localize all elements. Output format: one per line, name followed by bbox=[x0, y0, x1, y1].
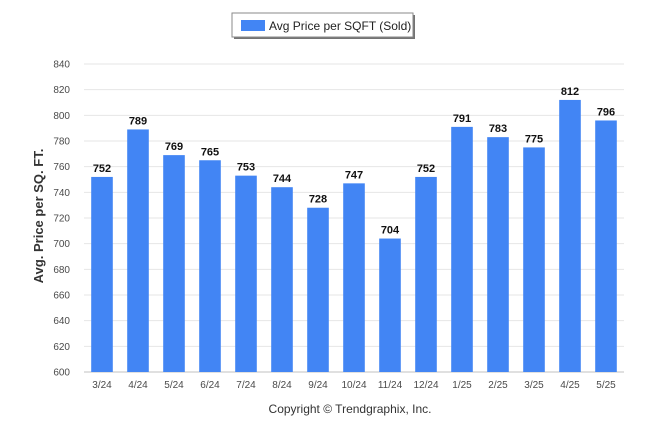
x-tick-label: 4/24 bbox=[128, 380, 148, 391]
bar[interactable] bbox=[451, 126, 473, 372]
bar[interactable] bbox=[487, 137, 509, 372]
copyright-footer: Copyright © Trendgraphix, Inc. bbox=[269, 402, 432, 416]
x-tick-label: 11/24 bbox=[378, 380, 403, 391]
bar-value-label: 752 bbox=[93, 163, 111, 175]
y-tick-label: 820 bbox=[53, 85, 70, 96]
legend-label: Avg Price per SQFT (Sold) bbox=[269, 19, 411, 33]
bar-value-label: 783 bbox=[489, 123, 507, 135]
y-tick-label: 640 bbox=[53, 316, 70, 327]
y-tick-label: 680 bbox=[53, 265, 70, 276]
x-tick-label: 1/25 bbox=[452, 380, 472, 391]
bar-value-label: 796 bbox=[597, 106, 615, 118]
data-labels: 752 789 769 765 753 744 728 747 704 752 791 783 775 8… bbox=[93, 86, 615, 237]
x-axis-ticks: 3/24 4/24 5/24 6/24 7/24 8/24 9/24 10/24 11/24 12… bbox=[92, 380, 616, 391]
x-tick-label: 7/24 bbox=[236, 380, 256, 391]
bar[interactable] bbox=[91, 176, 113, 372]
bars bbox=[91, 99, 617, 372]
bar-value-label: 791 bbox=[453, 113, 471, 125]
bar[interactable] bbox=[415, 176, 437, 372]
bar[interactable] bbox=[307, 207, 329, 372]
y-tick-label: 600 bbox=[53, 368, 70, 379]
bar[interactable] bbox=[235, 175, 257, 372]
y-tick-label: 740 bbox=[53, 188, 70, 199]
x-tick-label: 12/24 bbox=[413, 380, 438, 391]
x-tick-label: 8/24 bbox=[272, 380, 292, 391]
bar[interactable] bbox=[595, 120, 617, 372]
bar[interactable] bbox=[163, 155, 185, 372]
y-tick-label: 660 bbox=[53, 291, 70, 302]
bar-value-label: 812 bbox=[561, 86, 579, 98]
legend[interactable]: Avg Price per SQFT (Sold) bbox=[231, 12, 415, 39]
bar-value-label: 775 bbox=[525, 133, 543, 145]
bar-value-label: 744 bbox=[273, 173, 292, 185]
bar-value-label: 753 bbox=[237, 162, 255, 174]
y-axis-title: Avg. Price per SQ. FT. bbox=[31, 149, 46, 284]
bar-value-label: 747 bbox=[345, 169, 363, 181]
bar[interactable] bbox=[559, 99, 581, 372]
x-tick-label: 9/24 bbox=[308, 380, 328, 391]
y-tick-label: 760 bbox=[53, 162, 70, 173]
bar[interactable] bbox=[379, 238, 401, 372]
bar-value-label: 728 bbox=[309, 194, 327, 206]
bar[interactable] bbox=[523, 147, 545, 372]
y-tick-label: 780 bbox=[53, 137, 70, 148]
y-axis-ticks: 600 620 640 660 680 700 720 740 760 780 800 820 840 bbox=[53, 60, 70, 379]
x-tick-label: 6/24 bbox=[200, 380, 220, 391]
x-tick-label: 3/25 bbox=[524, 380, 544, 391]
bar-value-label: 789 bbox=[129, 115, 147, 127]
bar-value-label: 765 bbox=[201, 146, 219, 158]
bar[interactable] bbox=[271, 187, 293, 372]
x-tick-label: 10/24 bbox=[341, 380, 366, 391]
x-tick-label: 4/25 bbox=[560, 380, 580, 391]
x-tick-label: 5/25 bbox=[596, 380, 616, 391]
y-tick-label: 700 bbox=[53, 239, 70, 250]
x-tick-label: 5/24 bbox=[164, 380, 184, 391]
y-tick-label: 840 bbox=[53, 60, 70, 71]
legend-swatch bbox=[241, 20, 265, 31]
bar-value-label: 704 bbox=[381, 225, 400, 237]
bar[interactable] bbox=[199, 160, 221, 372]
x-tick-label: 3/24 bbox=[92, 380, 112, 391]
x-tick-label: 2/25 bbox=[488, 380, 508, 391]
y-tick-label: 620 bbox=[53, 342, 70, 353]
bar[interactable] bbox=[127, 129, 149, 372]
y-tick-label: 800 bbox=[53, 111, 70, 122]
bar[interactable] bbox=[343, 183, 365, 372]
y-tick-label: 720 bbox=[53, 214, 70, 225]
bar-value-label: 752 bbox=[417, 163, 435, 175]
bar-value-label: 769 bbox=[165, 141, 183, 153]
